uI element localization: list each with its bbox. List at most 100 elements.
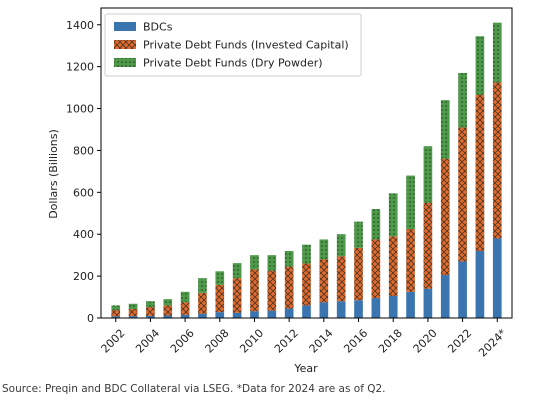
- y-axis-label: Dollars (Billions): [47, 129, 60, 219]
- legend-frame: [104, 13, 362, 77]
- bar-invested-capital-2023: [475, 94, 485, 251]
- bar-bdcs-2003: [128, 316, 138, 318]
- bar-dry-powder-2010: [250, 255, 259, 270]
- bar-dry-powder-2003: [128, 303, 138, 309]
- bar-invested-capital-2018: [388, 236, 398, 297]
- legend-label-dry-powder: Private Debt Funds (Dry Powder): [143, 57, 323, 70]
- bar-invested-capital-2017: [371, 239, 381, 299]
- bar-dry-powder-2002: [111, 305, 121, 311]
- bar-dry-powder-2006: [180, 291, 190, 303]
- legend-label-invested-capital: Private Debt Funds (Invested Capital): [143, 39, 349, 52]
- bar-invested-capital-2016: [354, 247, 363, 301]
- y-tick-label: 1400: [66, 19, 94, 32]
- bar-bdcs-2013: [302, 305, 311, 318]
- bar-dry-powder-2007: [198, 278, 207, 293]
- y-tick-label: 200: [73, 270, 94, 283]
- bar-bdcs-2020: [423, 288, 433, 318]
- bar-dry-powder-2018: [388, 193, 398, 237]
- x-tick-label: 2006: [168, 327, 197, 356]
- x-tick-label: 2018: [376, 327, 405, 356]
- bar-invested-capital-2021: [440, 158, 450, 276]
- y-tick-label: 1000: [66, 103, 94, 116]
- bar-invested-capital-2022: [458, 127, 467, 262]
- bar-dry-powder-2021: [440, 100, 450, 159]
- bar-invested-capital-2010: [250, 269, 259, 312]
- bar-invested-capital-2008: [215, 284, 225, 313]
- x-tick-label: 2002: [99, 327, 128, 356]
- bar-dry-powder-2008: [215, 271, 225, 285]
- bar-bdcs-2007: [198, 313, 207, 318]
- bar-bdcs-2018: [388, 296, 398, 318]
- bar-bdcs-2006: [180, 314, 190, 318]
- bar-bdcs-2002: [111, 316, 121, 318]
- legend-label-bdcs: BDCs: [143, 21, 173, 34]
- bar-invested-capital-2006: [180, 302, 190, 315]
- bar-dry-powder-2019: [406, 175, 415, 229]
- bar-invested-capital-2014: [319, 259, 329, 303]
- legend-swatch-dry-powder: [114, 58, 136, 67]
- bar-invested-capital-2013: [302, 263, 311, 306]
- bar-bdcs-2004: [146, 315, 155, 318]
- y-tick-label: 0: [87, 312, 94, 325]
- bar-bdcs-2008: [215, 312, 225, 318]
- bar-dry-powder-2014: [319, 239, 329, 260]
- x-axis-label: Year: [293, 362, 318, 375]
- bar-dry-powder-2012: [284, 250, 294, 267]
- bar-invested-capital-2020: [423, 202, 433, 289]
- x-tick-label: 2020: [411, 327, 440, 356]
- bar-invested-capital-2012: [284, 266, 294, 309]
- x-tick-label: 2024*: [476, 326, 509, 359]
- bar-invested-capital-2002: [111, 310, 121, 317]
- bar-dry-powder-2015: [336, 234, 346, 257]
- plot-frame: [100, 7, 513, 319]
- bar-bdcs-2014: [319, 302, 329, 318]
- bar-invested-capital-2019: [406, 228, 415, 292]
- bar-invested-capital-2011: [267, 270, 277, 311]
- bar-dry-powder-2016: [354, 221, 363, 248]
- bar-bdcs-2021: [440, 275, 450, 318]
- bar-dry-powder-2004: [146, 301, 155, 308]
- x-tick-label: 2010: [237, 327, 266, 356]
- bar-invested-capital-2009: [232, 278, 242, 313]
- bar-dry-powder-2017: [371, 209, 381, 240]
- x-tick-label: 2016: [341, 327, 370, 356]
- bar-bdcs-2019: [406, 291, 415, 318]
- bar-invested-capital-2005: [163, 305, 173, 316]
- bar-invested-capital-2015: [336, 256, 346, 302]
- bar-bdcs-2005: [163, 315, 173, 318]
- x-tick-label: 2014: [307, 327, 336, 356]
- y-tick-label: 600: [73, 186, 94, 199]
- bar-dry-powder-2023: [475, 36, 485, 95]
- y-tick-label: 1200: [66, 61, 94, 74]
- legend: BDCs Private Debt Funds (Invested Capita…: [104, 13, 362, 77]
- legend-swatch-bdcs: [114, 22, 136, 31]
- bar-dry-powder-2013: [302, 244, 311, 264]
- bar-bdcs-2010: [250, 311, 259, 318]
- bars-layer: [111, 22, 502, 318]
- legend-swatch-invested-capital: [114, 40, 136, 49]
- x-tick-label: 2012: [272, 327, 301, 356]
- x-tick-label: 2022: [445, 327, 474, 356]
- bar-invested-capital-2007: [198, 292, 207, 314]
- bar-invested-capital-2024: [492, 82, 502, 239]
- bar-bdcs-2024: [492, 238, 502, 318]
- bar-bdcs-2023: [475, 250, 485, 318]
- bar-bdcs-2022: [458, 261, 467, 318]
- bar-bdcs-2011: [267, 310, 277, 318]
- bar-invested-capital-2003: [128, 308, 138, 317]
- bar-bdcs-2009: [232, 312, 242, 318]
- bar-dry-powder-2009: [232, 263, 242, 279]
- bar-dry-powder-2005: [163, 299, 173, 306]
- bar-bdcs-2012: [284, 308, 294, 318]
- bar-dry-powder-2024: [492, 22, 502, 83]
- source-note: Source: Preqin and BDC Collateral via LS…: [2, 383, 386, 395]
- bar-bdcs-2016: [354, 300, 363, 318]
- bar-invested-capital-2004: [146, 307, 155, 316]
- bar-bdcs-2015: [336, 301, 346, 318]
- bar-bdcs-2017: [371, 298, 381, 318]
- y-tick-label: 800: [73, 144, 94, 157]
- bar-dry-powder-2020: [423, 146, 433, 203]
- bar-dry-powder-2022: [458, 72, 467, 128]
